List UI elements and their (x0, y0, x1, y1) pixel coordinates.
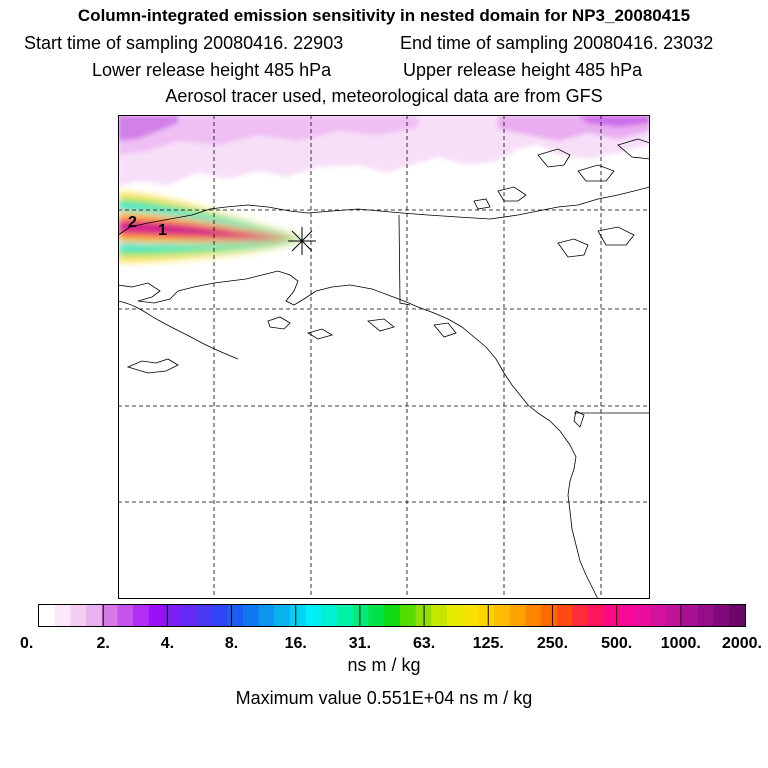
color-scale-swatch (729, 605, 746, 626)
color-scale-swatch (70, 605, 87, 626)
color-scale-swatch (290, 605, 307, 626)
color-scale-swatch (258, 605, 275, 626)
color-scale-label: 63. (413, 635, 435, 652)
map-frame (118, 115, 650, 599)
color-scale-swatch (337, 605, 354, 626)
arctic-sensitivity-haze (118, 115, 650, 187)
color-scale-swatch (39, 605, 56, 626)
color-scale-label: 8. (225, 635, 238, 652)
color-scale-label: 125. (473, 635, 504, 652)
color-scale-swatch (541, 605, 558, 626)
color-scale-swatch (54, 605, 71, 626)
max-value-label: Maximum value 0.551E+04 ns m / kg (235, 688, 533, 708)
color-scale-label: 250. (537, 635, 568, 652)
color-scale-label: 2000. (722, 635, 762, 652)
color-scale-label: 4. (161, 635, 174, 652)
color-scale-label: 0. (20, 635, 33, 652)
color-scale-label: 16. (285, 635, 307, 652)
color-scale-swatch (274, 605, 291, 626)
map-background (118, 115, 650, 599)
color-scale-swatches (39, 605, 746, 626)
color-scale: 0. 2. 4. 8. 16. 31. 63. 125. 250. 500. 1000. 2000. (20, 604, 762, 652)
color-scale-swatch (148, 605, 166, 626)
release-point-marker (288, 227, 316, 255)
start-time-label: Start time of sampling 20080416. 22903 (24, 33, 344, 53)
color-scale-swatch (133, 605, 150, 626)
tracer-note: Aerosol tracer used, meteorological data… (165, 86, 603, 106)
color-scale-swatch (117, 605, 134, 626)
units-label: ns m / kg (347, 655, 421, 675)
color-scale-swatch (446, 605, 464, 626)
color-scale-swatch (588, 605, 605, 626)
color-scale-swatch (650, 605, 668, 626)
color-scale-swatch (713, 605, 730, 626)
plot-title: Column-integrated emission sensitivity i… (77, 6, 691, 25)
color-scale-frame (38, 604, 746, 627)
color-scale-swatch (431, 605, 448, 626)
color-scale-swatch (368, 605, 385, 626)
color-scale-swatch (462, 605, 479, 626)
color-scale-label: 1000. (661, 635, 701, 652)
color-scale-swatch (180, 605, 197, 626)
color-scale-swatch (399, 605, 417, 626)
lower-release-label: Lower release height 485 hPa (92, 60, 332, 80)
color-scale-swatch (321, 605, 338, 626)
graticule (118, 115, 650, 599)
color-scale-swatch (635, 605, 652, 626)
color-scale-swatch (572, 605, 589, 626)
color-scale-swatch (509, 605, 526, 626)
color-scale-swatch (352, 605, 370, 626)
trajectory-label-1: 1 (158, 222, 167, 239)
upper-release-label: Upper release height 485 hPa (403, 60, 643, 80)
color-scale-swatch (227, 605, 244, 626)
color-scale-swatch (384, 605, 401, 626)
color-scale-ticks (102, 605, 682, 626)
color-scale-swatch (478, 605, 495, 626)
color-scale-swatch (164, 605, 181, 626)
color-scale-labels: 0. 2. 4. 8. 16. 31. 63. 125. 250. 500. 1000. 2000. (20, 635, 762, 652)
color-scale-label: 2. (97, 635, 110, 652)
color-scale-swatch (101, 605, 119, 626)
color-scale-swatch (305, 605, 322, 626)
color-scale-swatch (493, 605, 511, 626)
color-scale-swatch (242, 605, 260, 626)
color-scale-swatch (211, 605, 228, 626)
sensitivity-map: 2 1 (118, 115, 650, 599)
emission-sensitivity-plume (118, 193, 304, 261)
color-scale-swatch (195, 605, 213, 626)
color-scale-swatch (682, 605, 699, 626)
color-scale-swatch (86, 605, 103, 626)
trajectory-label-2: 2 (128, 214, 137, 231)
end-time-label: End time of sampling 20080416. 23032 (400, 33, 714, 53)
color-scale-swatch (666, 605, 683, 626)
color-scale-label: 31. (349, 635, 371, 652)
color-scale-swatch (556, 605, 574, 626)
color-scale-swatch (619, 605, 636, 626)
coastlines (118, 138, 650, 599)
color-scale-label: 500. (601, 635, 632, 652)
color-scale-swatch (697, 605, 715, 626)
color-scale-swatch (525, 605, 542, 626)
color-scale-swatch (603, 605, 621, 626)
